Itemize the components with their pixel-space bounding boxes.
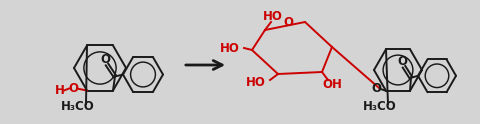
Text: H₃CO: H₃CO xyxy=(363,100,397,113)
Text: O: O xyxy=(371,82,381,95)
Text: HO: HO xyxy=(263,10,283,22)
Text: H₃CO: H₃CO xyxy=(61,100,95,113)
Text: OH: OH xyxy=(322,78,342,91)
Text: HO: HO xyxy=(246,76,266,89)
Text: O: O xyxy=(100,53,110,66)
Text: O: O xyxy=(68,82,78,95)
Text: O: O xyxy=(397,55,407,68)
Text: H: H xyxy=(55,84,65,97)
Text: HO: HO xyxy=(220,42,240,55)
Text: O: O xyxy=(283,16,293,29)
